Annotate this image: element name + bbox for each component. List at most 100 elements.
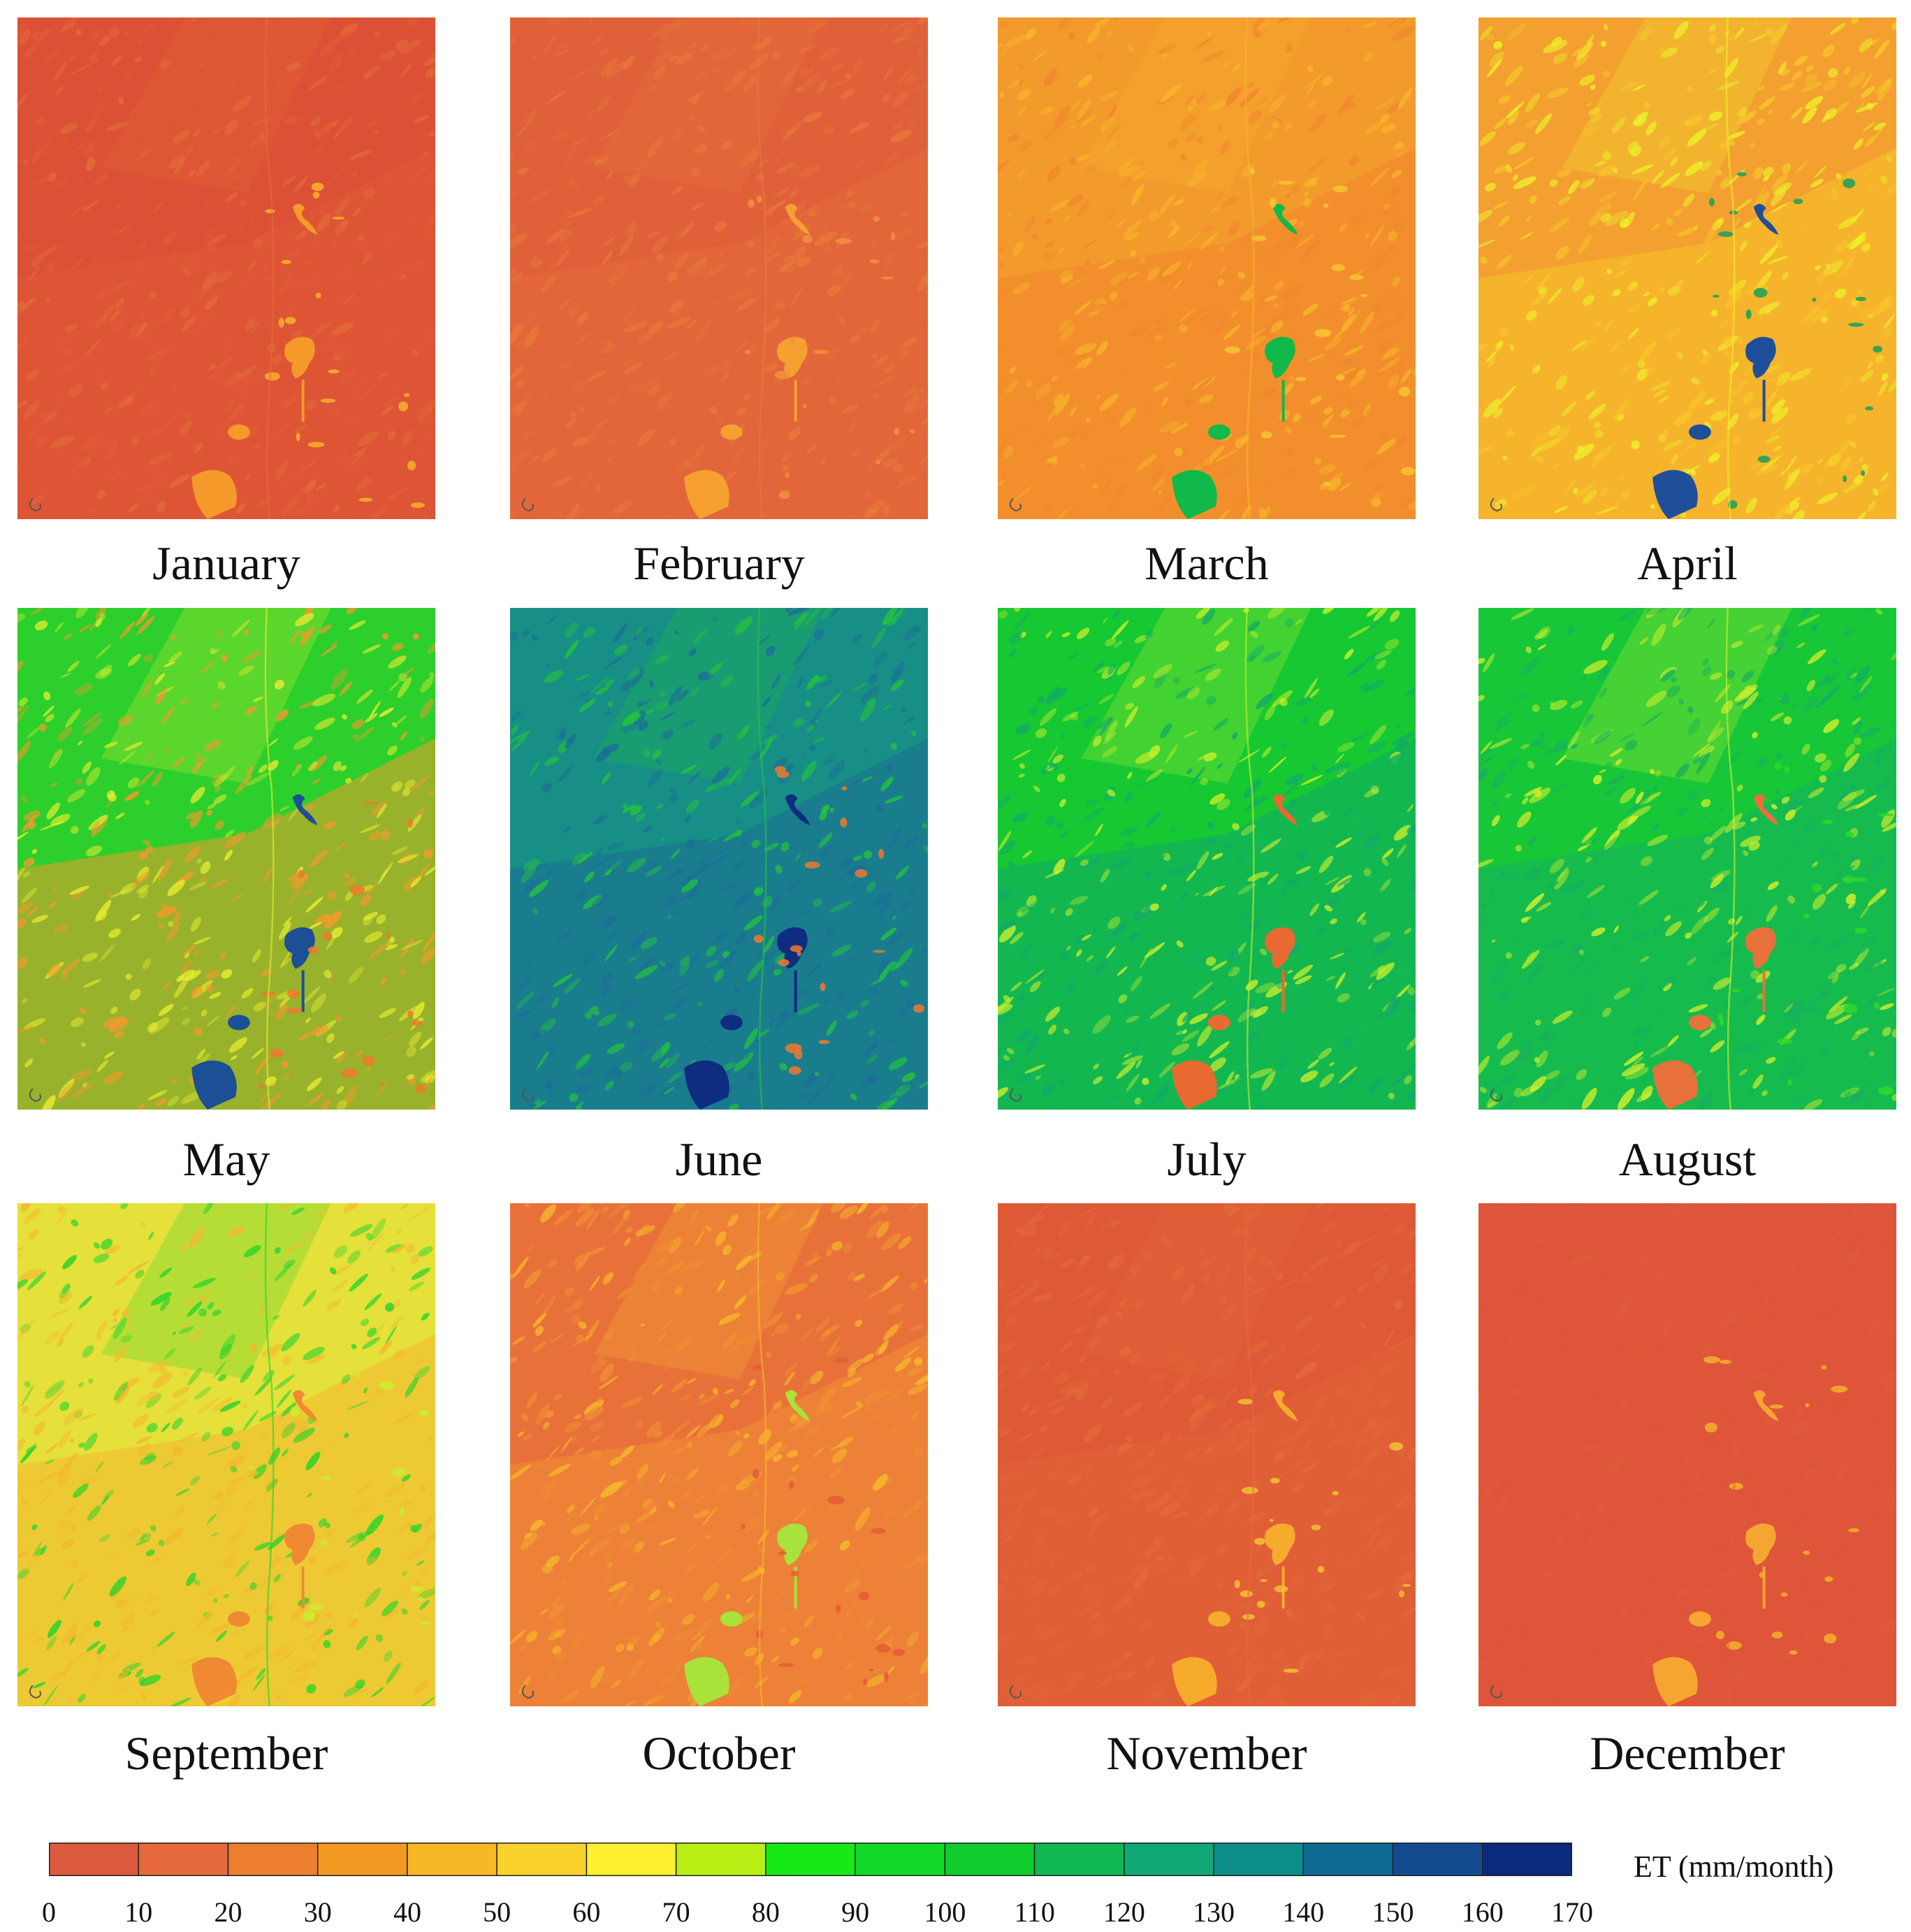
map-stream-line xyxy=(1244,1203,1255,1706)
map-texture xyxy=(1478,1203,1896,1706)
map-water-bodies xyxy=(29,794,427,1110)
map-lowland-zone xyxy=(510,1334,928,1706)
map-stream-line xyxy=(1244,17,1255,519)
map-april xyxy=(1478,17,1896,519)
map-november xyxy=(998,1203,1416,1706)
colorbar-tick-label: 150 xyxy=(1372,1896,1414,1928)
map-texture xyxy=(998,17,1416,519)
colorbar-swatches xyxy=(49,1843,1572,1876)
map-texture xyxy=(510,1203,928,1706)
map-water-bodies xyxy=(1490,762,1894,1110)
colorbar-tick-label: 60 xyxy=(572,1896,601,1928)
colorbar-tick-label: 90 xyxy=(841,1896,870,1928)
map-label-may: May xyxy=(182,1133,270,1186)
colorbar-swatch xyxy=(1392,1843,1483,1876)
map-label-november: November xyxy=(1106,1727,1307,1780)
map-upland-zone xyxy=(1562,608,1792,784)
colorbar-tick-label: 120 xyxy=(1103,1896,1145,1928)
colorbar-tick-label: 10 xyxy=(124,1896,153,1928)
colorbar-swatch xyxy=(586,1843,677,1876)
map-may xyxy=(17,608,435,1110)
map-water-bodies xyxy=(1490,1356,1860,1706)
colorbar-tick-label: 0 xyxy=(42,1896,56,1928)
colorbar-tick-label: 50 xyxy=(483,1896,511,1928)
map-stream-line xyxy=(757,1203,767,1706)
map-label-july: July xyxy=(1167,1133,1247,1186)
map-stream-line xyxy=(264,1203,275,1706)
map-label-september: September xyxy=(124,1727,328,1780)
map-upland-zone xyxy=(1562,1203,1792,1379)
map-stream-line xyxy=(1244,608,1255,1110)
map-water-bodies xyxy=(29,1360,431,1706)
map-july xyxy=(998,608,1416,1110)
map-lowland-zone xyxy=(1478,1334,1896,1706)
map-water-bodies xyxy=(521,196,916,519)
map-water-bodies xyxy=(1009,762,1410,1110)
map-label-august: August xyxy=(1618,1133,1757,1186)
map-label-december: December xyxy=(1590,1727,1785,1780)
map-upland-zone xyxy=(101,17,331,194)
colorbar-tick-label: 110 xyxy=(1014,1896,1055,1928)
et-colorbar xyxy=(49,1843,1572,1876)
colorbar-tick-label: 40 xyxy=(393,1896,421,1928)
map-august xyxy=(1478,608,1896,1110)
map-lowland-zone xyxy=(998,738,1416,1110)
map-upland-zone xyxy=(101,608,331,784)
colorbar-tick-label: 130 xyxy=(1193,1896,1235,1928)
map-lowland-zone xyxy=(1478,147,1896,519)
map-march xyxy=(998,17,1416,519)
map-texture xyxy=(17,608,435,1110)
colorbar-swatch xyxy=(855,1843,946,1876)
map-texture xyxy=(510,17,928,519)
colorbar-swatch xyxy=(1124,1843,1214,1876)
map-label-february: February xyxy=(633,537,805,590)
map-october xyxy=(510,1203,928,1706)
colorbar-swatch xyxy=(496,1843,588,1876)
colorbar-swatch xyxy=(138,1843,229,1876)
map-water-bodies xyxy=(521,766,925,1110)
map-upland-zone xyxy=(593,1203,824,1379)
map-stream-line xyxy=(757,608,767,1110)
colorbar-tick-label: 100 xyxy=(924,1896,966,1928)
colorbar-tick-label: 80 xyxy=(751,1896,780,1928)
colorbar-swatch xyxy=(675,1843,766,1876)
map-stream-line xyxy=(264,17,275,519)
colorbar-tick-label: 170 xyxy=(1551,1896,1593,1928)
map-water-bodies xyxy=(1009,1390,1411,1706)
colorbar-swatch xyxy=(317,1843,408,1876)
map-lowland-zone xyxy=(17,1334,435,1706)
map-september xyxy=(17,1203,435,1706)
map-upland-zone xyxy=(101,1203,331,1379)
map-water-bodies xyxy=(521,1358,906,1706)
map-label-march: March xyxy=(1145,537,1269,590)
map-lowland-zone xyxy=(17,147,435,519)
map-december xyxy=(1478,1203,1896,1706)
colorbar-tick-label: 20 xyxy=(214,1896,242,1928)
map-stream-line xyxy=(1725,608,1736,1110)
colorbar-swatch xyxy=(1302,1843,1394,1876)
map-texture xyxy=(998,1203,1416,1706)
colorbar-title: ET (mm/month) xyxy=(1634,1850,1834,1884)
map-stream-line xyxy=(757,17,767,519)
map-water-bodies xyxy=(29,182,426,519)
map-texture xyxy=(998,608,1416,1110)
map-june xyxy=(510,608,928,1110)
colorbar-tick-label: 140 xyxy=(1282,1896,1325,1928)
map-texture xyxy=(17,1203,435,1706)
map-lowland-zone xyxy=(998,1334,1416,1706)
map-texture xyxy=(1478,608,1896,1110)
colorbar-swatch xyxy=(407,1843,497,1876)
map-stream-line xyxy=(264,608,275,1110)
colorbar-tick-label: 160 xyxy=(1461,1896,1504,1928)
map-stream-line xyxy=(1725,17,1736,519)
map-label-january: January xyxy=(152,537,300,590)
map-january xyxy=(17,17,435,519)
map-label-april: April xyxy=(1637,537,1738,590)
map-texture xyxy=(1478,17,1896,519)
colorbar-swatch xyxy=(765,1843,856,1876)
map-lowland-zone xyxy=(998,147,1416,519)
map-upland-zone xyxy=(1081,1203,1311,1379)
map-stream-line xyxy=(1725,1203,1736,1706)
colorbar-swatch xyxy=(1213,1843,1305,1876)
map-water-bodies xyxy=(1009,168,1416,519)
